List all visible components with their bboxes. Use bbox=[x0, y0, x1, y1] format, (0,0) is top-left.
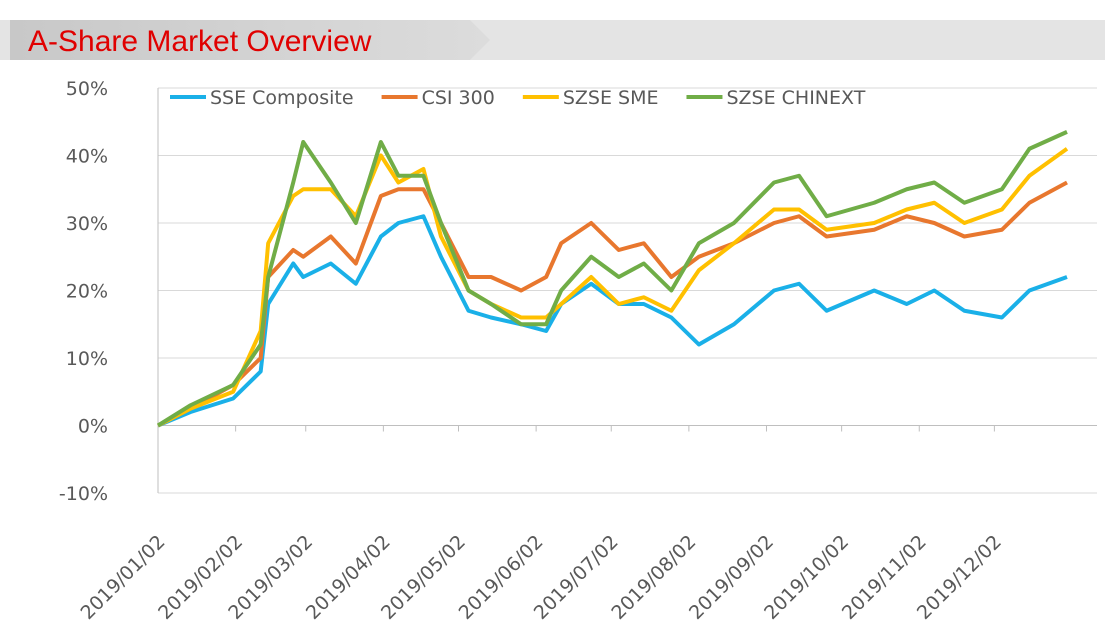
legend-label: SZSE SME bbox=[563, 87, 659, 109]
title-banner bbox=[10, 20, 490, 60]
plot: -10%0%10%20%30%40%50%2019/01/022019/02/0… bbox=[59, 78, 1097, 624]
legend-label: SSE Composite bbox=[210, 87, 354, 109]
series-line bbox=[157, 214, 1068, 428]
y-tick-label: 40% bbox=[66, 146, 108, 168]
y-tick-label: 50% bbox=[66, 78, 108, 100]
legend-label: CSI 300 bbox=[422, 87, 495, 109]
y-tick-label: 30% bbox=[66, 213, 108, 235]
y-tick-label: -10% bbox=[59, 483, 108, 505]
y-tick-label: 0% bbox=[78, 416, 108, 438]
y-tick-label: 10% bbox=[66, 348, 108, 370]
series-line bbox=[156, 130, 1068, 428]
legend-label: SZSE CHINEXT bbox=[726, 87, 865, 109]
series-line bbox=[157, 180, 1068, 428]
series-line bbox=[157, 147, 1069, 428]
y-tick-label: 20% bbox=[66, 281, 108, 303]
title: A-Share Market Overview bbox=[28, 25, 372, 58]
